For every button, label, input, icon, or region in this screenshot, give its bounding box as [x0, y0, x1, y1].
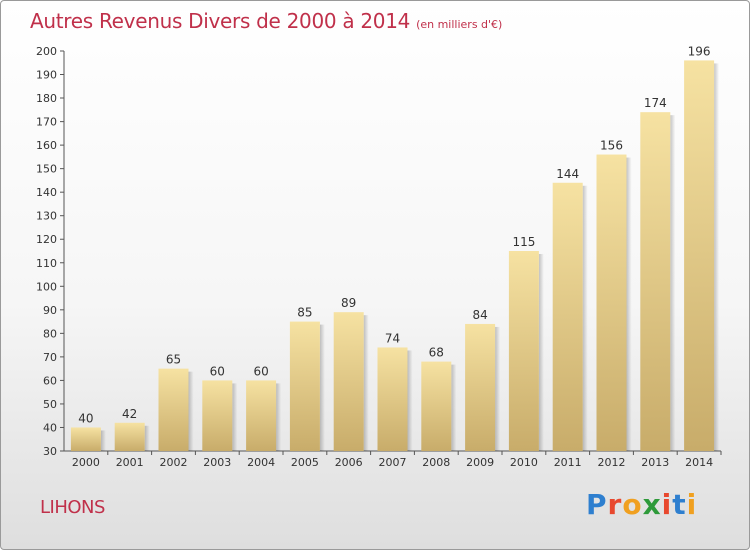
y-tick-label: 130: [36, 210, 57, 223]
bar-shadow: [100, 430, 106, 451]
x-tick-label: 2007: [379, 456, 407, 469]
logo-letter: t: [672, 488, 687, 521]
value-label: 85: [297, 306, 312, 320]
bar: [377, 347, 408, 451]
proxiti-logo: Proxiti: [586, 488, 697, 521]
x-tick-label: 2001: [116, 456, 144, 469]
bar-shadow: [495, 326, 501, 451]
value-label: 42: [122, 407, 137, 421]
y-tick-label: 60: [43, 374, 57, 387]
bar-shadow: [626, 157, 632, 451]
x-tick-label: 2004: [247, 456, 275, 469]
bar-shadow: [451, 364, 457, 451]
y-tick-label: 90: [43, 304, 57, 317]
x-tick-label: 2014: [685, 456, 713, 469]
bar: [70, 427, 101, 451]
y-tick-label: 180: [36, 92, 57, 105]
y-tick-label: 200: [36, 45, 57, 58]
x-tick-label: 2003: [203, 456, 231, 469]
bar: [640, 112, 671, 452]
logo-letter: x: [642, 488, 662, 521]
y-tick-label: 30: [43, 445, 57, 458]
y-tick-label: 170: [36, 116, 57, 129]
y-tick-label: 50: [43, 398, 57, 411]
value-label: 84: [472, 308, 487, 322]
value-label: 115: [512, 235, 535, 249]
chart-title: Autres Revenus Divers de 2000 à 2014: [30, 9, 411, 33]
y-tick-label: 110: [36, 257, 57, 270]
bar: [684, 60, 715, 451]
bar-shadow: [714, 63, 720, 451]
bar: [289, 321, 320, 451]
bar-shadow: [670, 115, 676, 452]
bar: [158, 368, 189, 451]
x-tick-label: 2011: [554, 456, 582, 469]
bar: [246, 380, 277, 451]
bar-shadow: [363, 315, 369, 451]
y-tick-label: 70: [43, 351, 57, 364]
bar-shadow: [188, 371, 194, 451]
logo-letter: i: [661, 488, 673, 521]
value-label: 65: [166, 353, 181, 367]
x-tick-label: 2005: [291, 456, 319, 469]
value-label: 60: [210, 364, 225, 378]
y-tick-label: 140: [36, 186, 57, 199]
x-tick-label: 2006: [335, 456, 363, 469]
bar: [552, 182, 583, 451]
value-label: 174: [644, 96, 667, 110]
y-tick-label: 120: [36, 233, 57, 246]
x-tick-label: 2002: [160, 456, 188, 469]
value-label: 74: [385, 331, 400, 345]
x-tick-label: 2010: [510, 456, 538, 469]
bar-shadow: [276, 383, 282, 451]
x-tick-label: 2009: [466, 456, 494, 469]
plot-area: 30 40 50 60 70 80 90 100 110 120 130 140 150 160 170 18…: [36, 44, 722, 469]
value-label: 89: [341, 296, 356, 310]
bar: [202, 380, 233, 451]
y-tick-label: 150: [36, 163, 57, 176]
bar: [333, 312, 364, 451]
y-tick-label: 100: [36, 280, 57, 293]
bar-shadow: [232, 383, 238, 451]
bar: [508, 251, 539, 451]
bar: [421, 361, 452, 451]
bar-shadow: [407, 350, 413, 451]
bar-shadow: [319, 324, 325, 451]
x-tick-label: 2013: [641, 456, 669, 469]
x-tick-label: 2000: [72, 456, 100, 469]
value-label: 196: [688, 44, 711, 58]
y-tick-label: 190: [36, 69, 57, 82]
title-row: Autres Revenus Divers de 2000 à 2014 (en …: [30, 9, 502, 33]
bar: [596, 154, 627, 451]
value-label: 68: [429, 346, 444, 360]
x-tick-label: 2012: [598, 456, 626, 469]
value-label: 156: [600, 139, 623, 153]
chart-unit: (en milliers d'€): [416, 18, 503, 31]
y-tick-label: 80: [43, 327, 57, 340]
logo-letter: r: [607, 488, 623, 521]
logo-letter: P: [586, 488, 608, 521]
value-label: 60: [253, 364, 268, 378]
bar-shadow: [582, 185, 588, 451]
place-name: LIHONS: [40, 497, 105, 518]
bar-shadow: [538, 254, 544, 451]
y-tick-label: 40: [43, 421, 57, 434]
bar-shadow: [144, 425, 150, 451]
x-tick-label: 2008: [422, 456, 450, 469]
y-tick-label: 160: [36, 139, 57, 152]
value-label: 144: [556, 167, 579, 181]
value-label: 40: [78, 411, 93, 425]
logo-letter: i: [686, 488, 698, 521]
bar: [114, 422, 145, 451]
bar: [465, 323, 496, 451]
logo-letter: o: [622, 488, 643, 521]
